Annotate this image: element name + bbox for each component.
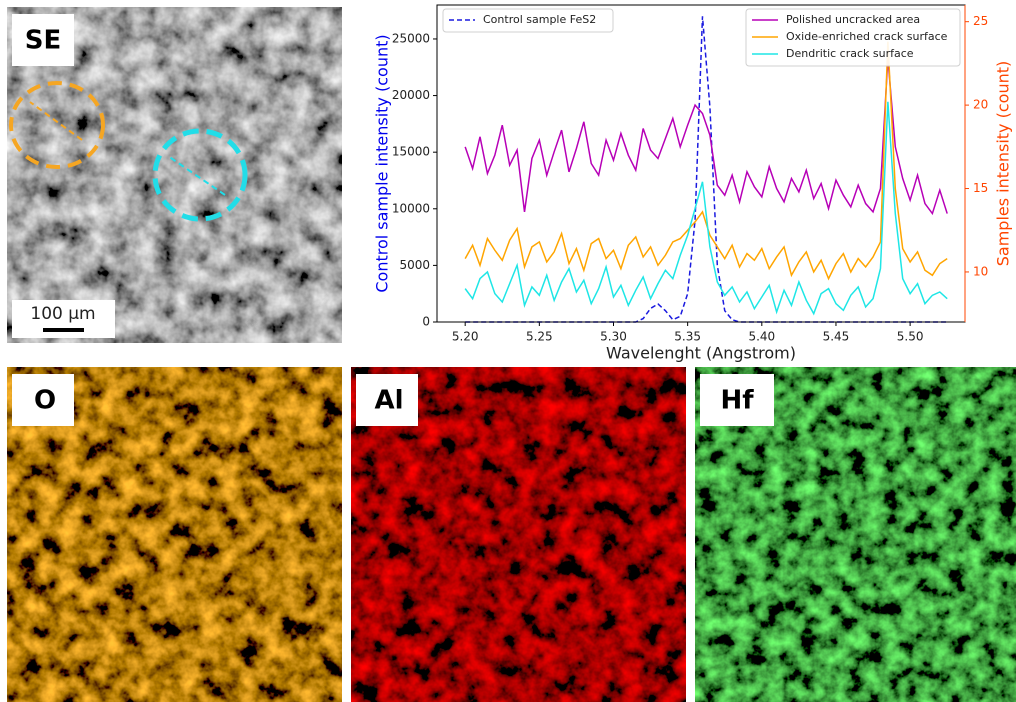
legend-box xyxy=(745,8,961,67)
y2-axis-title: Samples intensity (count) xyxy=(994,61,1013,267)
legend-box xyxy=(442,8,614,33)
spectrum-chart: 5.20 5.25 5.30 5.35 5.40 5.45 5.50 0 5000 10000 15… xyxy=(373,4,1013,363)
series-line xyxy=(464,101,948,316)
x-tick-label: 5.35 xyxy=(674,330,701,344)
series-line xyxy=(464,41,948,281)
panel-label: O xyxy=(34,386,56,416)
x-tick-label: 5.45 xyxy=(823,330,850,344)
y2-tick-label: 25 xyxy=(973,14,988,28)
x-tick-label: 5.40 xyxy=(748,330,775,344)
y-tick-label: 20000 xyxy=(392,88,430,102)
y-tick-label: 5000 xyxy=(399,258,430,272)
al-panel: Al xyxy=(351,367,686,702)
y2-tick-label: 15 xyxy=(973,181,988,195)
y-axis-title: Control sample intensity (count) xyxy=(373,34,392,292)
legend-label: Control sample FeS2 xyxy=(483,13,596,26)
series-line xyxy=(464,58,948,216)
region-circle xyxy=(9,81,105,169)
scale-bar-label: 100 µm xyxy=(30,304,95,324)
region-arrow xyxy=(167,155,226,196)
label-box xyxy=(12,14,74,66)
y2-tick-label: 20 xyxy=(973,98,988,112)
y-tick-label: 25000 xyxy=(392,31,430,45)
legend-label: Dendritic crack surface xyxy=(786,47,914,60)
x-tick-label: 5.25 xyxy=(526,330,553,344)
x-tick-label: 5.30 xyxy=(600,330,627,344)
label-box xyxy=(12,374,74,426)
hf-panel: Hf xyxy=(695,367,1016,702)
x-tick-label: 5.50 xyxy=(897,330,924,344)
y-tick-label: 15000 xyxy=(392,145,430,159)
panel-label: SE xyxy=(25,26,62,56)
o-panel: O xyxy=(7,367,342,702)
region-circle xyxy=(152,128,248,222)
y-tick-label: 10000 xyxy=(392,201,430,215)
label-box xyxy=(700,374,774,426)
label-box xyxy=(356,374,418,426)
panel-label: Hf xyxy=(720,386,754,416)
legend-label: Oxide-enriched crack surface xyxy=(786,30,948,43)
y2-tick-label: 10 xyxy=(973,264,988,278)
y-tick-label: 0 xyxy=(422,315,430,329)
x-axis-title: Wavelenght (Angstrom) xyxy=(606,344,796,363)
region-arrow xyxy=(29,101,83,141)
se-panel: SE 100 µm xyxy=(7,7,342,343)
panel-label: Al xyxy=(374,386,403,416)
x-tick-label: 5.20 xyxy=(452,330,479,344)
legend-label: Polished uncracked area xyxy=(786,13,920,26)
